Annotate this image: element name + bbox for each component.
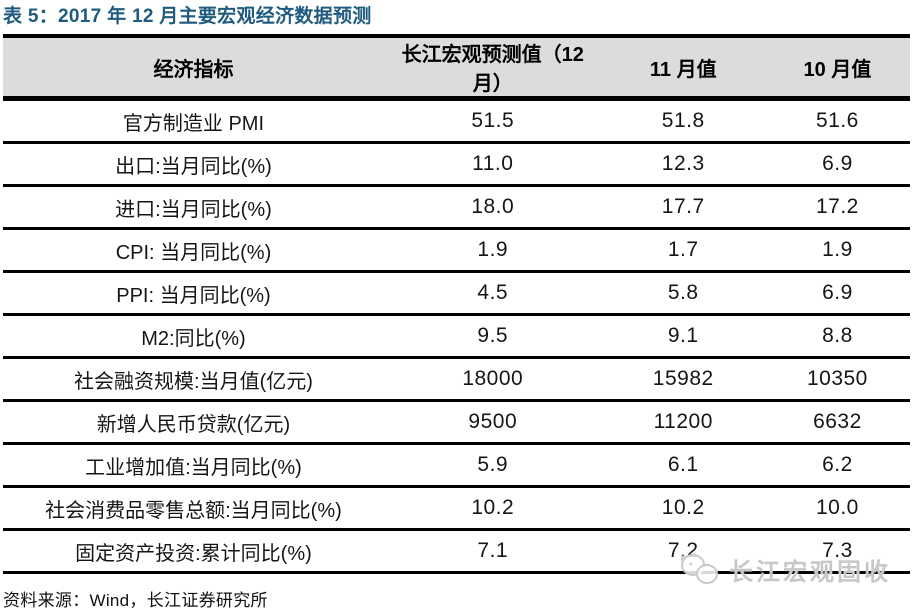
forecast-value: 18.0: [383, 185, 602, 230]
table-row: 工业增加值:当月同比(%) 5.9 6.1 6.2: [3, 443, 910, 488]
october-value: 7.3: [822, 539, 853, 562]
november-value: 1.7: [601, 228, 765, 273]
row-label: 出口:当月同比(%): [3, 142, 384, 187]
october-value: 17.2: [764, 185, 910, 230]
november-value: 15982: [601, 357, 765, 402]
table-row: 进口:当月同比(%) 18.0 17.7 17.2: [3, 185, 910, 230]
forecast-value: 11.0: [383, 142, 602, 187]
table-row: 官方制造业 PMI 51.5 51.8 51.6: [3, 98, 910, 144]
november-value: 6.1: [601, 443, 765, 488]
november-value: 12.3: [601, 142, 765, 187]
forecast-value: 51.5: [383, 98, 602, 144]
november-value: 17.7: [601, 185, 765, 230]
forecast-value: 9500: [383, 400, 602, 445]
table-row: 社会融资规模:当月值(亿元) 18000 15982 10350: [3, 357, 910, 402]
october-value: 6632: [764, 400, 910, 445]
forecast-value: 7.1: [477, 539, 509, 562]
page-title: 表 5：2017 年 12 月主要宏观经济数据预测: [3, 6, 372, 27]
column-header-forecast: 长江宏观预测值（12 月）: [383, 36, 602, 101]
october-value: 10.0: [764, 486, 910, 531]
row-label: 社会融资规模:当月值(亿元): [3, 357, 384, 402]
table-row: 固定资产投资:累计同比(%) 7.1 7.2 7.3: [3, 530, 910, 573]
october-value: 1.9: [764, 228, 910, 273]
forecast-value: 4.5: [383, 271, 602, 316]
table-header-row: 经济指标 长江宏观预测值（12 月） 11 月值 10 月值: [3, 36, 910, 101]
forecast-value: 9.5: [383, 314, 602, 359]
forecast-value: 1.9: [383, 228, 602, 273]
november-value: 51.8: [601, 98, 765, 144]
row-label: 官方制造业 PMI: [3, 98, 384, 144]
october-value: 6.9: [764, 271, 910, 316]
table-row: PPI: 当月同比(%) 4.5 5.8 6.9: [3, 271, 910, 316]
october-value: 8.8: [764, 314, 910, 359]
october-value: 6.9: [764, 142, 910, 187]
october-value: 10350: [764, 357, 910, 402]
october-value: 51.6: [764, 98, 910, 144]
macro-forecast-table: 经济指标 长江宏观预测值（12 月） 11 月值 10 月值 官方制造业 PMI…: [3, 34, 910, 574]
row-label: 进口:当月同比(%): [3, 185, 384, 230]
row-label: 固定资产投资:累计同比(%): [75, 542, 312, 565]
november-value: 5.8: [601, 271, 765, 316]
table-row: 社会消费品零售总额:当月同比(%) 10.2 10.2 10.0: [3, 486, 910, 531]
forecast-value: 5.9: [383, 443, 602, 488]
row-label: 新增人民币贷款(亿元): [3, 400, 384, 445]
data-source-note: 资料来源：Wind，长江证券研究所: [3, 591, 268, 610]
column-header-indicator: 经济指标: [3, 36, 384, 101]
november-value: 7.2: [667, 539, 699, 562]
column-header-november: 11 月值: [601, 36, 765, 101]
forecast-value: 18000: [383, 357, 602, 402]
table-row: M2:同比(%) 9.5 9.1 8.8: [3, 314, 910, 359]
row-label: M2:同比(%): [3, 314, 384, 359]
table-row: 出口:当月同比(%) 11.0 12.3 6.9: [3, 142, 910, 187]
table-row: CPI: 当月同比(%) 1.9 1.7 1.9: [3, 228, 910, 273]
november-value: 10.2: [601, 486, 765, 531]
row-label: 社会消费品零售总额:当月同比(%): [3, 486, 384, 531]
table-row: 新增人民币贷款(亿元) 9500 11200 6632: [3, 400, 910, 445]
row-label: 工业增加值:当月同比(%): [3, 443, 384, 488]
row-label: CPI: 当月同比(%): [3, 228, 384, 273]
row-label: PPI: 当月同比(%): [3, 271, 384, 316]
column-header-october: 10 月值: [764, 36, 910, 101]
forecast-value: 10.2: [383, 486, 602, 531]
november-value: 9.1: [601, 314, 765, 359]
november-value: 11200: [601, 400, 765, 445]
october-value: 6.2: [764, 443, 910, 488]
